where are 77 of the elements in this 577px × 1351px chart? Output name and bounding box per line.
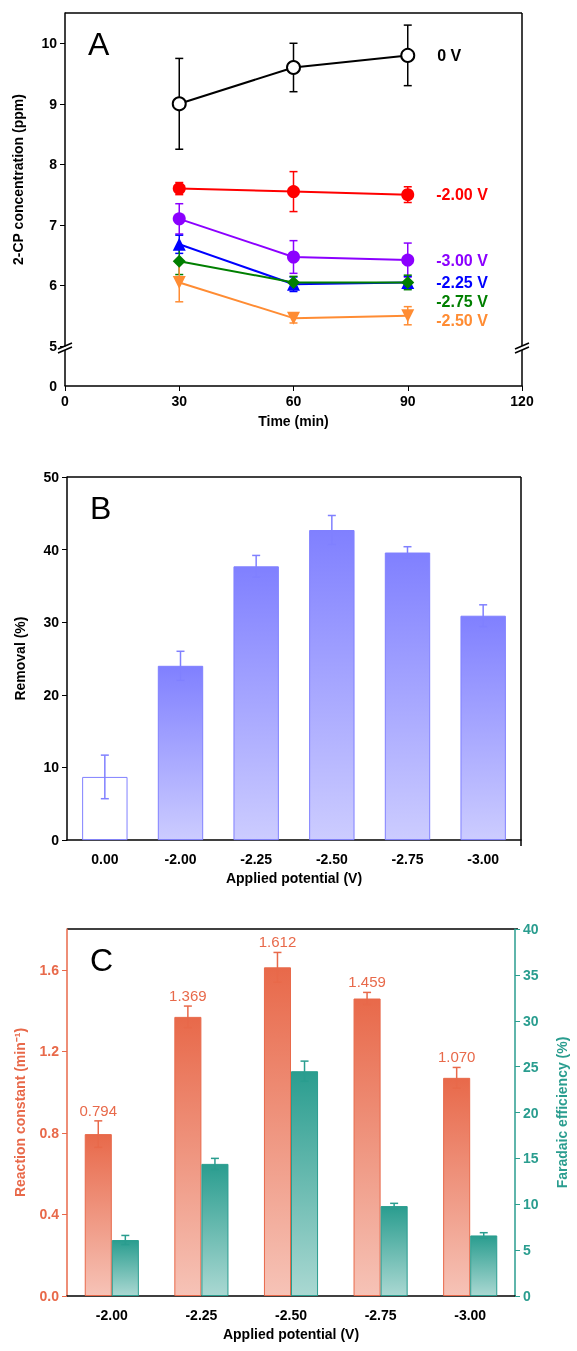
chart-title: B bbox=[90, 490, 112, 526]
series-label: -2.00 V bbox=[436, 186, 489, 204]
data-label: 1.070 bbox=[437, 1048, 476, 1066]
series-label: -3.00 V bbox=[436, 251, 489, 269]
y-tick-label: 1.2 bbox=[39, 1043, 60, 1060]
x-tick-label: 120 bbox=[510, 393, 534, 409]
series-label: -2.75 V bbox=[436, 292, 489, 310]
y-tick-label: 50 bbox=[43, 469, 60, 485]
series-label: -2.50 V bbox=[436, 311, 489, 329]
data-label: 1.612 bbox=[258, 933, 297, 951]
y-tick-label: 10 bbox=[43, 759, 60, 776]
point bbox=[400, 47, 416, 63]
y2-tick-label: 20 bbox=[523, 1104, 539, 1121]
y-tick-label: 1.6 bbox=[39, 961, 60, 978]
bar bbox=[380, 1206, 408, 1296]
x-axis-title: Applied potential (V) bbox=[225, 870, 363, 886]
y2-tick-label: 25 bbox=[523, 1058, 539, 1075]
data-label: 0.794 bbox=[79, 1101, 118, 1119]
y-tick-label: 0 bbox=[51, 832, 60, 849]
y-axis-title: 2-CP concentration (ppm) bbox=[10, 94, 26, 265]
series-label: 0 V bbox=[437, 46, 462, 64]
y-tick-label: 9 bbox=[49, 95, 58, 112]
y2-tick-label: 10 bbox=[523, 1196, 539, 1213]
x-tick-label: 90 bbox=[399, 393, 416, 409]
x-tick-label: -2.75 bbox=[391, 851, 424, 868]
y2-tick-label: 30 bbox=[523, 1012, 539, 1029]
y-tick-label: 0.8 bbox=[39, 1124, 60, 1141]
x-tick-label: -2.00 bbox=[95, 1307, 128, 1323]
point bbox=[287, 185, 300, 199]
y-tick-label: 0.4 bbox=[39, 1206, 60, 1223]
y-tick-label: 40 bbox=[43, 541, 60, 558]
x-tick-label: -2.00 bbox=[164, 851, 197, 868]
x-tick-label: -2.75 bbox=[364, 1307, 397, 1323]
y2-tick-label: 5 bbox=[523, 1242, 531, 1259]
point bbox=[401, 309, 415, 323]
chart-title: C bbox=[90, 942, 114, 978]
x-tick-label: -2.25 bbox=[240, 851, 273, 868]
y-tick-label: 6 bbox=[49, 277, 58, 294]
x-axis-title: Time (min) bbox=[258, 413, 329, 429]
y-tick-label: 5 bbox=[49, 338, 58, 354]
x-tick-label: 0.00 bbox=[91, 851, 119, 868]
x-tick-label: -2.25 bbox=[185, 1307, 218, 1323]
x-axis-title: Applied potential (V) bbox=[222, 1325, 360, 1342]
y-tick-label: 10 bbox=[41, 35, 58, 52]
y2-tick-label: 35 bbox=[523, 966, 539, 983]
point bbox=[172, 275, 186, 289]
y-tick-label: 0.0 bbox=[39, 1288, 60, 1304]
y2-tick-label: 40 bbox=[523, 921, 539, 937]
point bbox=[172, 254, 186, 268]
point bbox=[286, 59, 301, 75]
x-tick-label: -2.50 bbox=[275, 1307, 308, 1323]
y-tick-label: 30 bbox=[43, 614, 60, 631]
y2-axis-title: Faradaic efficiency (%) bbox=[554, 1036, 570, 1189]
point bbox=[287, 250, 300, 264]
chart-title: A bbox=[88, 26, 110, 62]
x-tick-label: 0 bbox=[61, 393, 70, 409]
point bbox=[172, 237, 186, 251]
data-label: 1.369 bbox=[169, 987, 207, 1005]
y-tick-label: 20 bbox=[43, 686, 60, 703]
y2-tick-label: 0 bbox=[523, 1288, 531, 1304]
point bbox=[172, 212, 186, 226]
series-label: -2.25 V bbox=[436, 273, 489, 291]
x-tick-label: -2.50 bbox=[315, 851, 348, 868]
x-tick-label: -3.00 bbox=[467, 851, 500, 868]
y-tick-label: 7 bbox=[49, 216, 58, 233]
y2-tick-label: 15 bbox=[523, 1150, 539, 1167]
y-axis-title: Removal (%) bbox=[12, 616, 28, 701]
point bbox=[401, 253, 415, 267]
point bbox=[171, 96, 187, 112]
x-tick-label: -3.00 bbox=[454, 1307, 487, 1323]
x-tick-label: 30 bbox=[171, 393, 188, 409]
data-label: 1.459 bbox=[348, 973, 386, 991]
x-tick-label: 60 bbox=[285, 393, 302, 409]
y-axis-title: Reaction constant (min⁻¹) bbox=[12, 1027, 28, 1198]
y-tick-label: 8 bbox=[49, 156, 58, 173]
bar bbox=[470, 1235, 498, 1296]
point bbox=[287, 311, 300, 325]
